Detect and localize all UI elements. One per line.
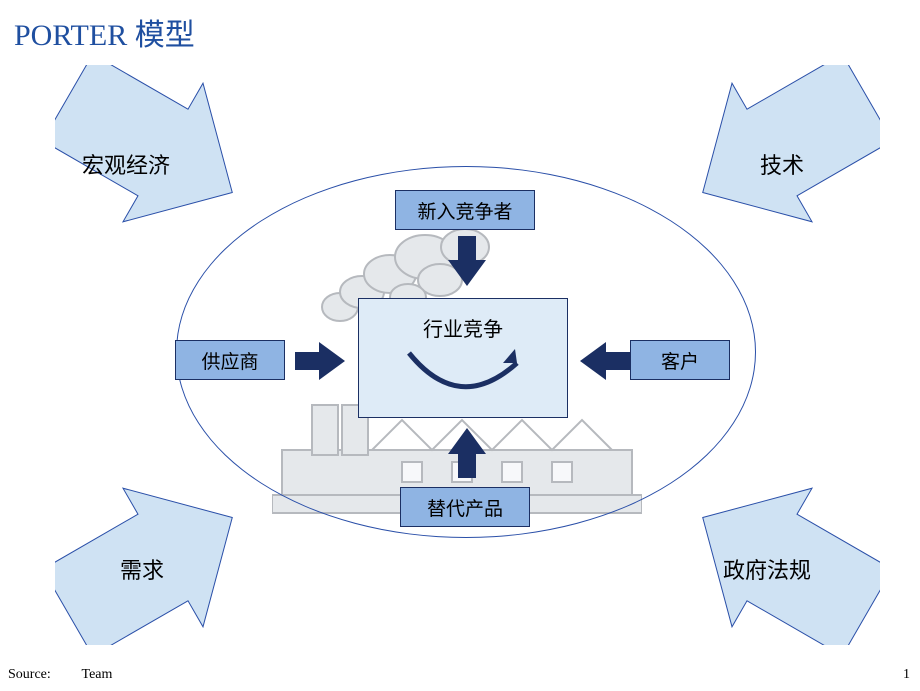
force-right-label: 客户 [661,347,699,374]
center-box: 行业竞争 [358,298,568,418]
footer: Source: Team [8,667,112,683]
center-label: 行业竞争 [359,313,567,342]
force-left: 供应商 [175,340,285,380]
corner-arrow-tr-shape [690,65,880,225]
page-title: PORTER 模型 [14,10,195,54]
corner-label-tr: 技术 [760,148,804,180]
dir-arrow-bottom [448,428,486,478]
force-bottom: 替代产品 [400,487,530,527]
corner-label-br: 政府法规 [723,553,811,585]
corner-label-bl: 需求 [120,553,164,585]
force-top: 新入竞争者 [395,190,535,230]
force-right: 客户 [630,340,730,380]
dir-arrow-right [580,342,630,380]
force-left-label: 供应商 [201,347,258,374]
corner-arrow-tr [690,65,880,225]
title-text: PORTER 模型 [14,19,195,52]
force-top-label: 新入竞争者 [417,197,512,224]
corner-arrow-tl [55,65,245,225]
source-label: Source: [8,667,51,682]
page-number: 1 [903,667,910,683]
dir-arrow-top [448,236,486,286]
corner-arrow-tl-shape [55,65,245,225]
force-bottom-label: 替代产品 [427,494,503,521]
dir-arrow-left [295,342,345,380]
swoosh-icon [399,345,529,407]
source-value: Team [82,667,113,682]
corner-label-tl: 宏观经济 [82,148,170,180]
